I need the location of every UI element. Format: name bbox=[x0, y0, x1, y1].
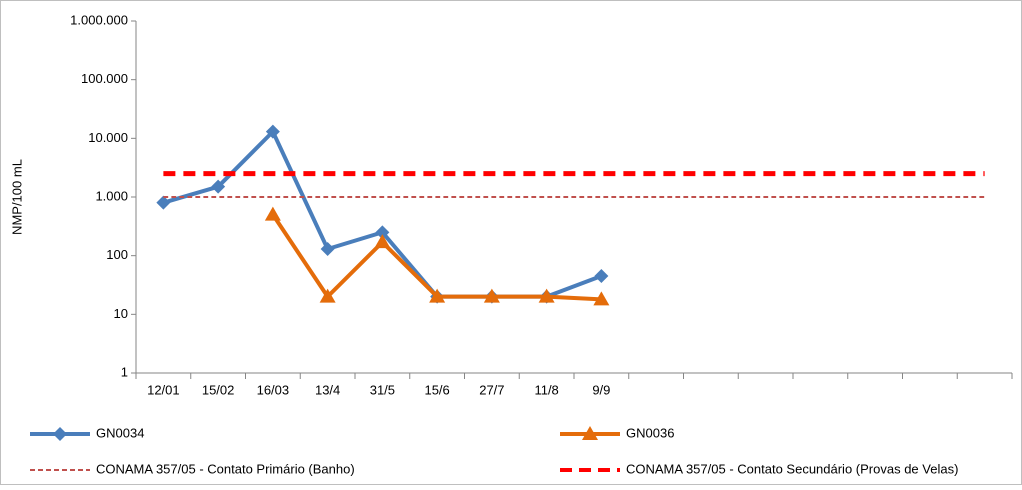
x-tick-label: 12/01 bbox=[147, 382, 180, 397]
marker bbox=[483, 288, 500, 303]
x-tick-label: 27/7 bbox=[479, 382, 504, 397]
x-tick-label: 15/02 bbox=[202, 382, 235, 397]
y-tick-label: 10.000 bbox=[88, 130, 128, 145]
legend-label: CONAMA 357/05 - Contato Secundário (Prov… bbox=[626, 461, 958, 476]
marker bbox=[375, 225, 390, 240]
y-axis-label: NMP/100 mL bbox=[9, 159, 24, 235]
marker bbox=[319, 288, 336, 303]
marker bbox=[593, 291, 610, 306]
legend-label: CONAMA 357/05 - Contato Primário (Banho) bbox=[96, 461, 355, 476]
y-tick-label: 100 bbox=[106, 247, 128, 262]
y-tick-label: 1.000.000 bbox=[70, 12, 128, 27]
y-tick-label: 100.000 bbox=[81, 71, 128, 86]
legend-label: GN0034 bbox=[96, 425, 144, 440]
marker bbox=[538, 288, 555, 303]
marker bbox=[594, 269, 609, 284]
x-tick-label: 11/8 bbox=[534, 382, 558, 397]
x-tick-label: 31/5 bbox=[370, 382, 395, 397]
marker bbox=[265, 124, 280, 139]
legend-label: GN0036 bbox=[626, 425, 674, 440]
x-tick-label: 13/4 bbox=[315, 382, 340, 397]
marker bbox=[53, 427, 67, 441]
marker bbox=[429, 288, 446, 303]
y-tick-label: 1.000 bbox=[95, 188, 128, 203]
marker bbox=[320, 241, 335, 256]
marker bbox=[374, 234, 391, 249]
y-tick-label: 1 bbox=[121, 364, 128, 379]
x-tick-label: 9/9 bbox=[592, 382, 610, 397]
y-tick-label: 10 bbox=[114, 306, 128, 321]
marker bbox=[264, 206, 281, 221]
x-tick-label: 16/03 bbox=[257, 382, 290, 397]
marker bbox=[156, 195, 171, 210]
marker bbox=[211, 179, 226, 194]
x-tick-label: 15/6 bbox=[424, 382, 449, 397]
marker bbox=[582, 426, 598, 440]
